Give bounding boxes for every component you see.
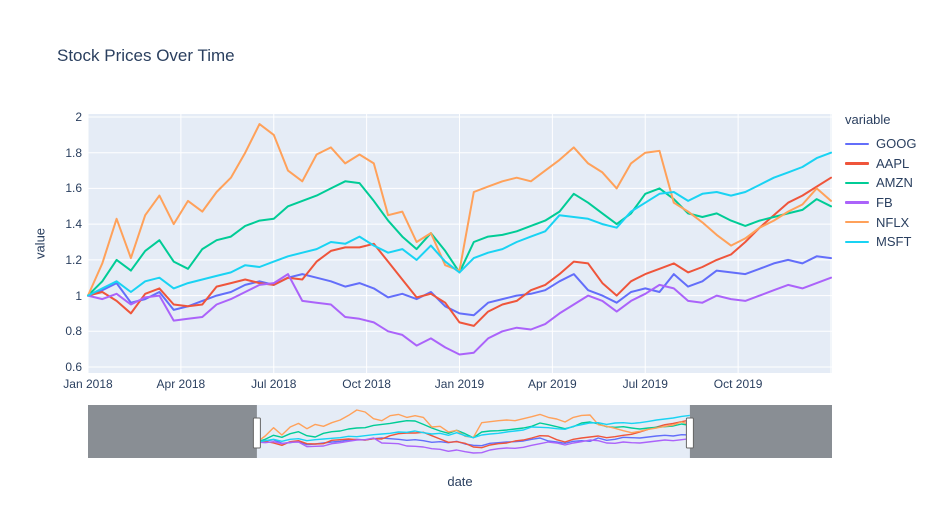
legend-title: variable <box>845 112 891 127</box>
y-tick-label-0.6: 0.6 <box>65 359 82 374</box>
legend-items: GOOG AAPL AMZN FB NFLX MSFT <box>845 134 916 252</box>
rangeslider-mask-right[interactable] <box>689 405 832 458</box>
x-axis-title: date <box>447 474 473 489</box>
y-tick-label-1.6: 1.6 <box>65 181 82 196</box>
series-line-FB <box>87 273 832 356</box>
legend-item-FB[interactable]: FB <box>845 193 916 213</box>
series-line-MSFT <box>87 151 832 297</box>
chart-title: Stock Prices Over Time <box>57 46 235 65</box>
legend-swatch-NFLX <box>845 220 869 224</box>
x-tick-label-Oct-2019: Oct 2019 <box>713 377 763 391</box>
series-line-NFLX <box>87 123 832 297</box>
y-tick-label-1.8: 1.8 <box>65 145 82 160</box>
x-tick-label-Apr-2018: Apr 2018 <box>156 377 206 391</box>
legend-swatch-FB <box>845 201 869 204</box>
x-tick-label-Jul-2019: Jul 2019 <box>622 377 668 391</box>
x-tick-label-Apr-2019: Apr 2019 <box>528 377 577 391</box>
series-line-GOOG <box>87 255 832 317</box>
legend-label-GOOG: GOOG <box>876 136 917 152</box>
legend-label-FB: FB <box>876 195 893 211</box>
y-tick-label-1.4: 1.4 <box>65 217 82 232</box>
legend-item-AMZN[interactable]: AMZN <box>845 173 916 193</box>
series-line-AAPL <box>87 176 832 327</box>
legend-label-AMZN: AMZN <box>876 175 913 191</box>
rangeslider-series-AAPL <box>256 419 691 449</box>
rangeslider-series-GOOG <box>256 434 690 447</box>
rangeslider-series-MSFT <box>256 414 690 443</box>
rangeslider-handle-left[interactable] <box>252 417 261 449</box>
legend: variable GOOG AAPL AMZN FB NFLX MSFT <box>845 112 916 252</box>
x-tick-label-Oct-2018: Oct 2018 <box>342 377 391 391</box>
legend-label-MSFT: MSFT <box>876 234 912 250</box>
legend-item-NFLX[interactable]: NFLX <box>845 212 916 232</box>
x-tick-label-Jul-2018: Jul 2018 <box>251 377 297 391</box>
legend-label-NFLX: NFLX <box>876 214 910 230</box>
legend-swatch-AMZN <box>845 181 869 185</box>
legend-item-GOOG[interactable]: GOOG <box>845 134 916 154</box>
legend-item-MSFT[interactable]: MSFT <box>845 232 916 252</box>
rangeslider-handle-right[interactable] <box>685 417 694 449</box>
legend-swatch-AAPL <box>845 162 869 165</box>
rangeslider-mask-left[interactable] <box>88 405 257 458</box>
y-tick-label-0.8: 0.8 <box>65 324 82 339</box>
y-tick-label-1: 1 <box>75 288 82 303</box>
legend-item-AAPL[interactable]: AAPL <box>845 154 916 174</box>
legend-swatch-MSFT <box>845 240 869 244</box>
legend-label-AAPL: AAPL <box>876 155 910 171</box>
x-tick-label-Jan-2018: Jan 2018 <box>63 377 113 391</box>
y-tick-label-2: 2 <box>75 110 82 124</box>
x-tick-label-Jan-2019: Jan 2019 <box>434 377 485 391</box>
legend-swatch-GOOG <box>845 142 869 146</box>
rangeslider-series-FB <box>256 437 690 454</box>
y-tick-label-1.2: 1.2 <box>65 252 82 267</box>
